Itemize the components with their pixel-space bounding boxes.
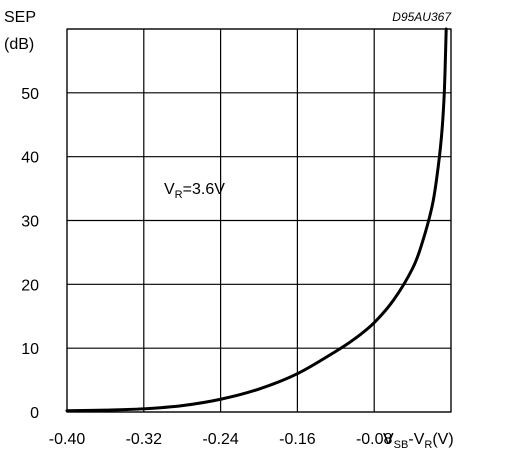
annotation: VR=3.6V (164, 181, 225, 201)
y-tick-label: 40 (21, 150, 39, 167)
y-tick-label: 50 (21, 86, 39, 103)
plot-frame (66, 28, 452, 413)
y-tick-label: 0 (30, 405, 39, 422)
series-line (65, 27, 448, 413)
x-tick-label: -0.16 (279, 431, 316, 448)
x-axis-label-tail: (V) (432, 431, 453, 448)
annotation-tail: =3.6V (183, 181, 226, 198)
figure-code: D95AU367 (392, 10, 452, 24)
x-tick-label: -0.08 (356, 431, 393, 448)
tick-labels: -0.40 -0.32 -0.24 -0.16 -0.08 0 10 20 30 40 50 (21, 86, 392, 448)
x-axis-label-mid: -V (408, 431, 424, 448)
y-tick-label: 30 (21, 214, 39, 231)
x-axis-label: VSB-VR(V) (383, 431, 454, 449)
y-axis-label-line2: (dB) (4, 36, 34, 53)
grid (66, 28, 452, 413)
y-tick-label: 20 (21, 277, 39, 294)
annotation-main: V (164, 181, 175, 198)
x-tick-label: -0.24 (202, 431, 239, 448)
x-tick-label: -0.40 (49, 431, 86, 448)
y-axis-label-line1: SEP (4, 9, 36, 26)
x-axis-label-sub1: SB (394, 439, 409, 449)
x-axis-label-sub2: R (424, 439, 432, 449)
y-tick-label: 10 (21, 341, 39, 358)
annotation-sub: R (175, 189, 183, 201)
x-axis-label-main: V (383, 431, 394, 448)
x-tick-label: -0.32 (126, 431, 163, 448)
